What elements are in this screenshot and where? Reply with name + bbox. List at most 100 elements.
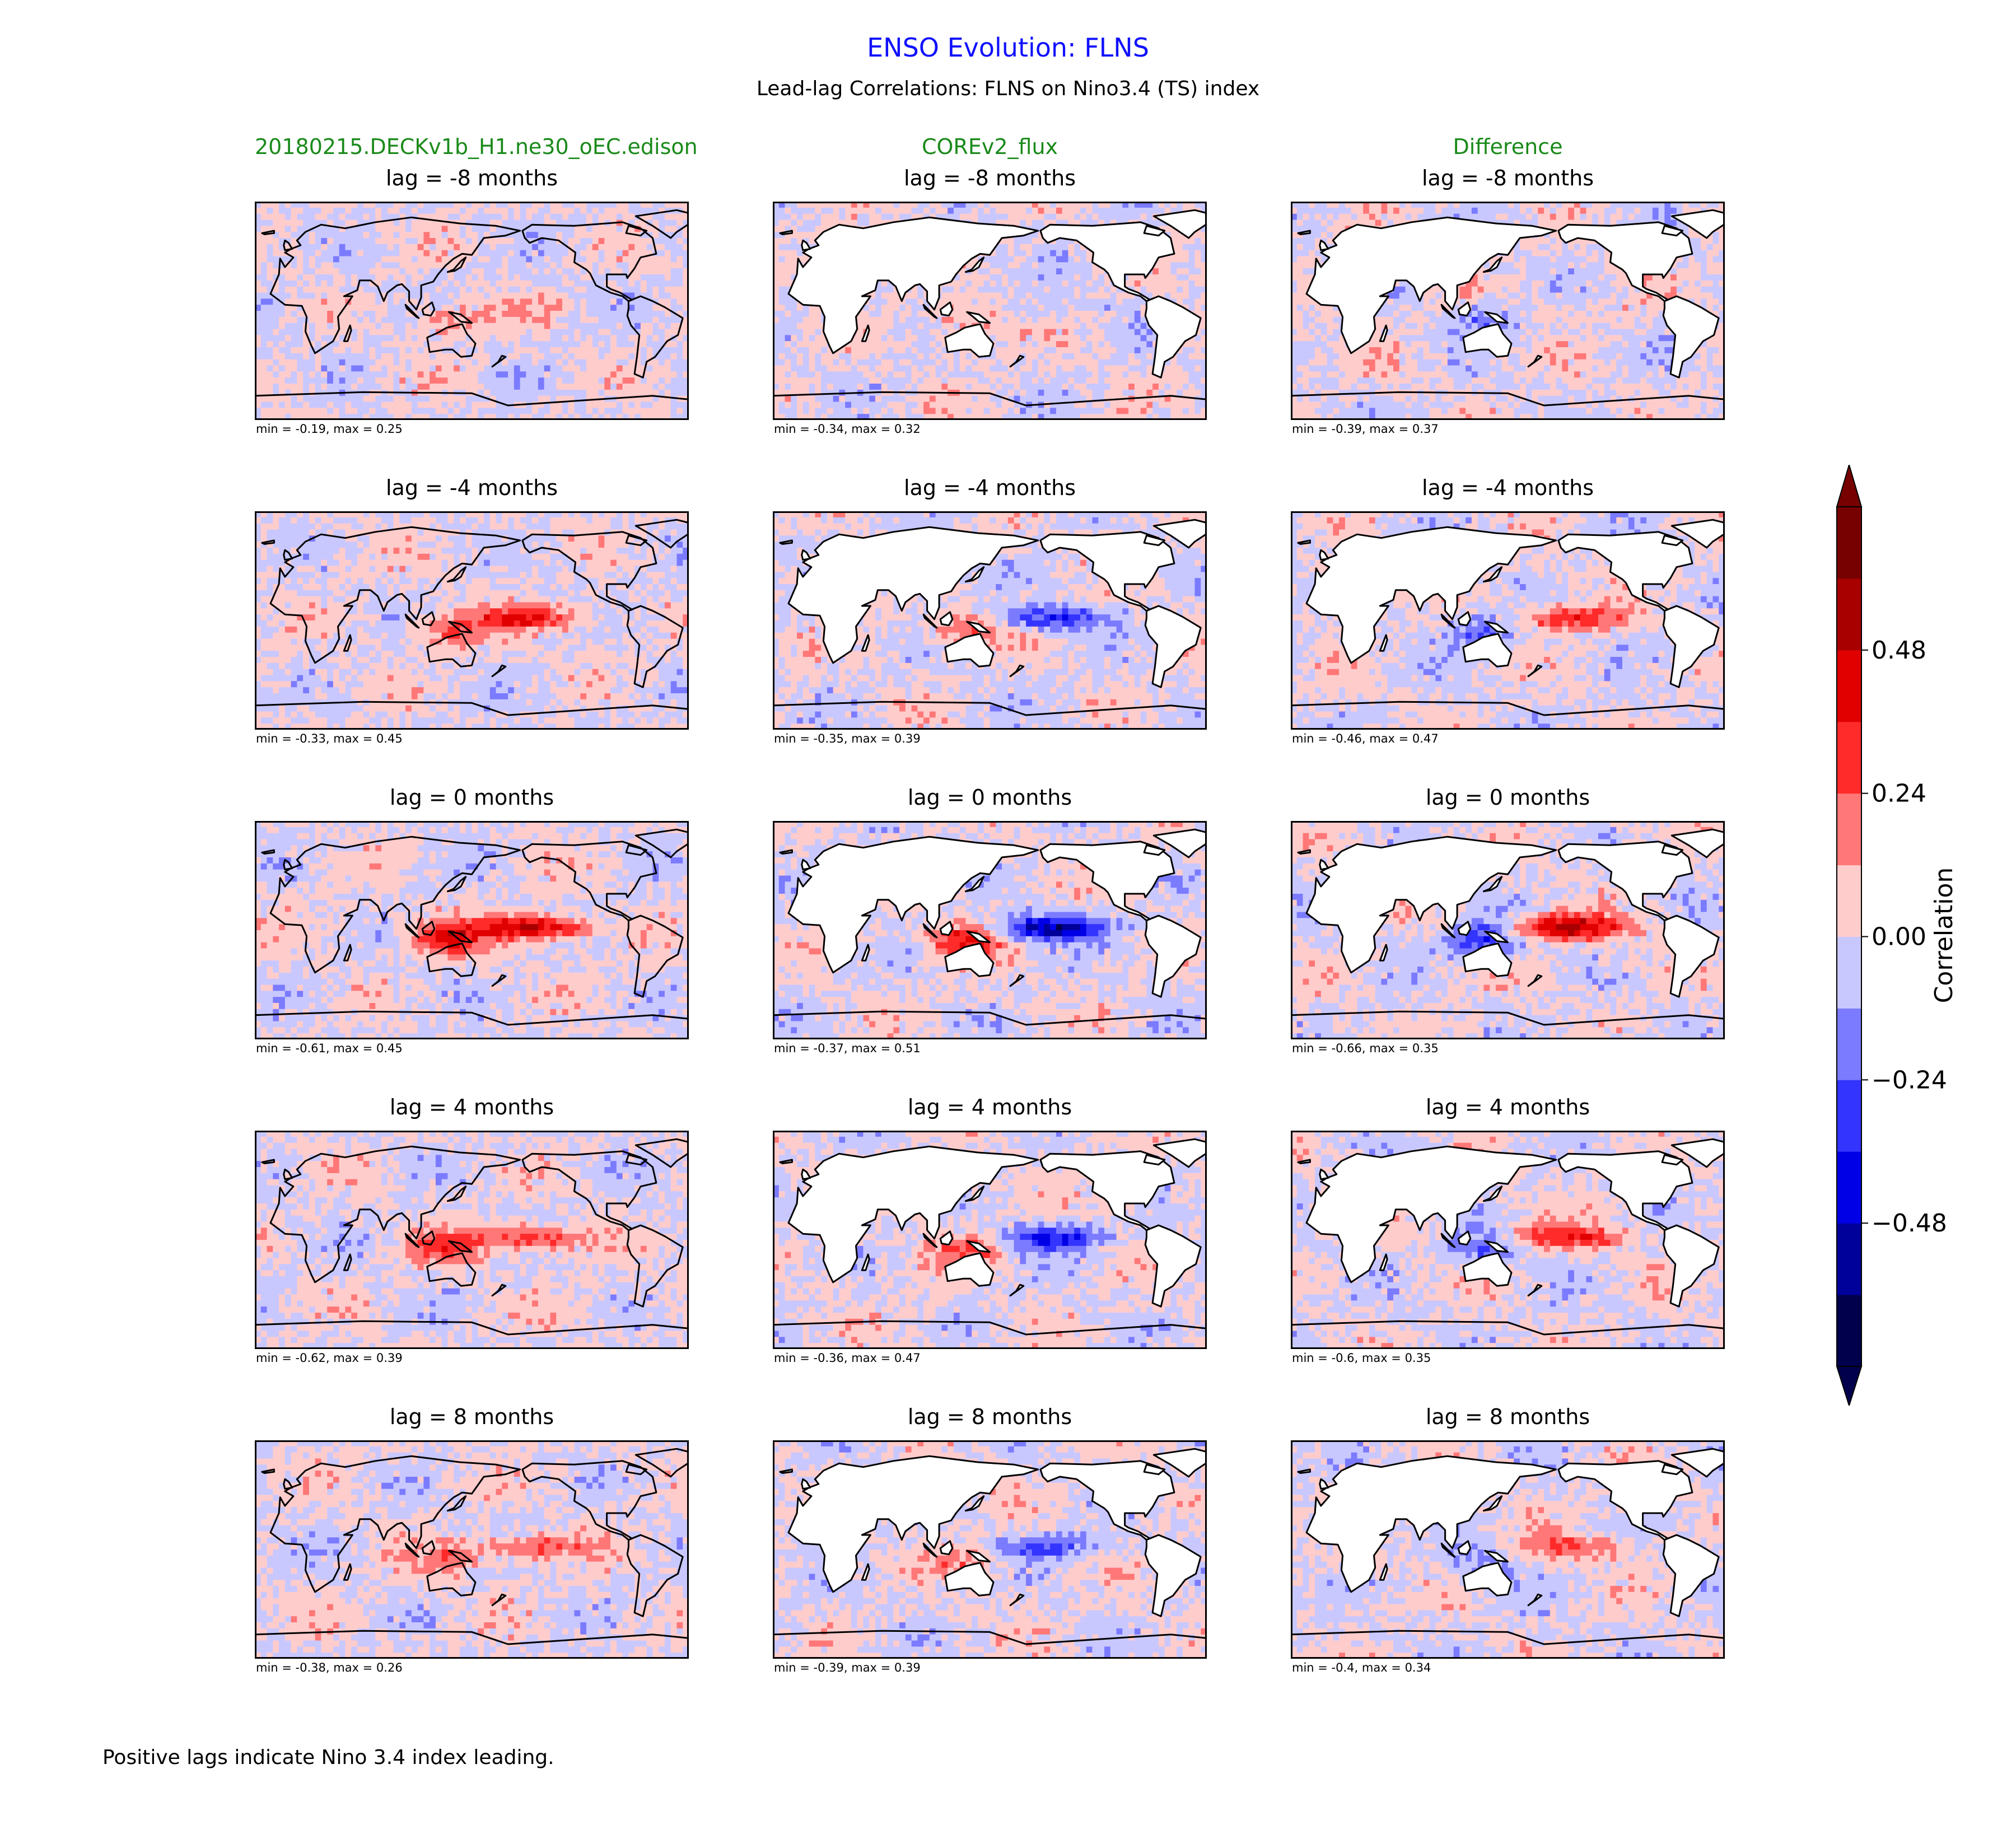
eurasia-africa-outline bbox=[787, 526, 1039, 664]
iceland-outline bbox=[1297, 1159, 1311, 1164]
colorbar-tick-label: 0.48 bbox=[1872, 636, 1926, 665]
map-frame bbox=[773, 1440, 1207, 1659]
borneo-outline bbox=[939, 1540, 954, 1556]
eurasia-africa-outline bbox=[1305, 836, 1557, 974]
panel-title: lag = 8 months bbox=[1291, 1404, 1725, 1429]
greenland-outline bbox=[1670, 828, 1725, 858]
correlation-map bbox=[1291, 1440, 1725, 1659]
map-panel: lag = -4 months min = -0.35, max = 0.39 bbox=[773, 475, 1207, 745]
north-america-outline bbox=[521, 1460, 657, 1541]
japan-outline bbox=[964, 566, 985, 583]
coastlines bbox=[255, 1138, 689, 1349]
new-zealand-outline bbox=[1009, 1284, 1025, 1297]
iceland-outline bbox=[779, 1468, 793, 1474]
greenland-outline bbox=[1670, 209, 1725, 239]
sumatra-outline bbox=[922, 613, 938, 629]
eurasia-africa-outline bbox=[269, 836, 521, 974]
madagascar-outline bbox=[1379, 634, 1388, 652]
panel-title: lag = 0 months bbox=[773, 785, 1207, 810]
colorbar-extend-min bbox=[1836, 1366, 1863, 1406]
coastlines bbox=[1291, 209, 1725, 420]
correlation-field bbox=[255, 821, 689, 1039]
antarctica-outline bbox=[1291, 1010, 1725, 1039]
colorbar-segment bbox=[1837, 1223, 1861, 1295]
new-guinea-outline bbox=[966, 311, 991, 324]
japan-outline bbox=[446, 876, 467, 893]
map-panel: lag = -8 months min = -0.19, max = 0.25 bbox=[255, 166, 689, 436]
colorbar-segment bbox=[1837, 1008, 1861, 1080]
australia-outline bbox=[944, 633, 995, 668]
japan-outline bbox=[1482, 1186, 1503, 1202]
south-america-outline bbox=[626, 605, 684, 688]
australia-outline bbox=[1462, 1252, 1513, 1287]
baffin-outline bbox=[1661, 534, 1684, 547]
correlation-map bbox=[255, 1440, 689, 1659]
north-america-outline bbox=[1557, 1460, 1693, 1541]
australia-outline bbox=[944, 323, 995, 358]
correlation-field bbox=[255, 202, 689, 420]
new-guinea-outline bbox=[1484, 1240, 1509, 1253]
panel-min-max: min = -0.38, max = 0.26 bbox=[256, 1661, 403, 1674]
australia-outline bbox=[426, 633, 477, 668]
map-panel: lag = 4 months min = -0.36, max = 0.47 bbox=[773, 1095, 1207, 1365]
australia-outline bbox=[1462, 942, 1513, 977]
new-zealand-outline bbox=[1527, 974, 1543, 987]
baffin-outline bbox=[1143, 844, 1166, 856]
baffin-outline bbox=[1661, 844, 1684, 856]
greenland-outline bbox=[634, 1138, 689, 1168]
eurasia-africa-outline bbox=[1305, 1455, 1557, 1593]
correlation-field bbox=[255, 1440, 689, 1659]
madagascar-outline bbox=[1379, 324, 1388, 342]
figure-subtitle: Lead-lag Correlations: FLNS on Nino3.4 (… bbox=[0, 77, 2016, 100]
uk-outline bbox=[1319, 549, 1329, 561]
eurasia-africa-outline bbox=[1305, 1145, 1557, 1284]
baffin-outline bbox=[1143, 534, 1166, 547]
baffin-outline bbox=[1661, 1463, 1684, 1476]
iceland-outline bbox=[261, 1468, 275, 1474]
madagascar-outline bbox=[861, 1563, 870, 1581]
greenland-outline bbox=[1152, 519, 1207, 549]
colorbar-tick-label: −0.48 bbox=[1872, 1209, 1947, 1238]
eurasia-africa-outline bbox=[269, 216, 521, 354]
iceland-outline bbox=[779, 849, 793, 855]
colorbar-tick-label: 0.24 bbox=[1872, 780, 1926, 808]
japan-outline bbox=[446, 256, 467, 273]
new-guinea-outline bbox=[1484, 1550, 1509, 1563]
colorbar-tick-label: −0.24 bbox=[1872, 1066, 1947, 1094]
map-frame bbox=[255, 511, 689, 730]
new-zealand-outline bbox=[1527, 1593, 1543, 1607]
eurasia-africa-outline bbox=[269, 526, 521, 664]
uk-outline bbox=[801, 549, 811, 561]
sumatra-outline bbox=[404, 304, 420, 319]
coastlines bbox=[255, 828, 689, 1039]
borneo-outline bbox=[1457, 1230, 1472, 1246]
coastlines bbox=[773, 209, 1207, 420]
australia-outline bbox=[426, 1252, 477, 1287]
sumatra-outline bbox=[404, 923, 420, 939]
madagascar-outline bbox=[861, 1253, 870, 1271]
antarctica-outline bbox=[773, 1320, 1207, 1349]
australia-outline bbox=[944, 1252, 995, 1287]
south-america-outline bbox=[626, 1534, 684, 1617]
madagascar-outline bbox=[1379, 1563, 1388, 1581]
eurasia-africa-outline bbox=[787, 216, 1039, 354]
coastlines bbox=[1291, 1138, 1725, 1349]
uk-outline bbox=[1319, 239, 1329, 251]
figure-title: ENSO Evolution: FLNS bbox=[0, 32, 2016, 63]
panel-title: lag = 8 months bbox=[773, 1404, 1207, 1429]
map-panel: lag = -4 months min = -0.46, max = 0.47 bbox=[1291, 475, 1725, 745]
baffin-outline bbox=[1143, 225, 1166, 237]
baffin-outline bbox=[625, 844, 648, 856]
south-america-outline bbox=[1662, 1224, 1720, 1308]
north-america-outline bbox=[1039, 531, 1175, 612]
uk-outline bbox=[283, 858, 293, 871]
borneo-outline bbox=[1457, 611, 1472, 627]
colorbar-segment bbox=[1837, 1080, 1861, 1152]
coastlines bbox=[773, 828, 1207, 1039]
south-america-outline bbox=[626, 1224, 684, 1308]
coastlines bbox=[1291, 828, 1725, 1039]
colorbar-segment bbox=[1837, 793, 1861, 866]
baffin-outline bbox=[625, 225, 648, 237]
new-zealand-outline bbox=[491, 974, 507, 987]
sumatra-outline bbox=[404, 1542, 420, 1558]
